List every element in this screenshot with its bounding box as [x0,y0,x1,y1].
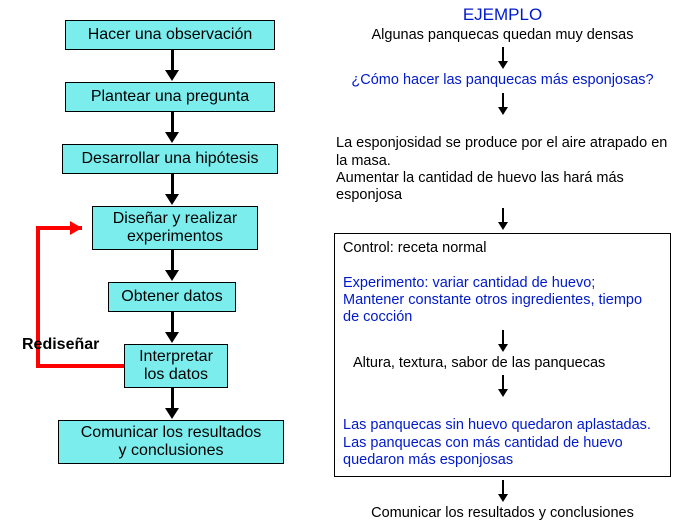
arrow-down-icon [165,250,179,281]
example-seg: Las panquecas sin huevo quedaron aplasta… [343,400,662,470]
flow-node-label: Interpretar los datos [139,348,213,385]
example-line: Algunas panquecas quedan muy densas [336,27,669,44]
arrow-down-icon [496,47,510,69]
arrow-down-icon [165,388,179,419]
flow-node-obtener: Obtener datos [108,282,236,312]
example-seg: Control: receta normal [343,240,662,257]
flow-node-label: Plantear una pregunta [91,88,249,106]
example-title: EJEMPLO [330,5,675,25]
flow-node-interpretar: Interpretar los datos [124,344,228,388]
flow-node-label: Obtener datos [121,288,222,306]
flow-node-label: Diseñar y realizar experimentos [113,210,237,247]
example-right: EJEMPLO Algunas panquecas quedan muy den… [330,5,675,505]
flow-node-pregunta: Plantear una pregunta [65,82,275,112]
arrow-down-icon [496,480,510,502]
flow-node-observacion: Hacer una observación [65,20,275,50]
flow-node-hipotesis: Desarrollar una hipótesis [62,144,278,174]
arrow-down-icon [496,375,510,397]
flow-node-label: Comunicar los resultados y conclusiones [81,424,262,461]
example-line: Comunicar los resultados y conclusiones [336,505,669,522]
flow-node-label: Desarrollar una hipótesis [82,150,259,168]
arrow-down-icon [496,93,510,115]
redesign-label: Rediseñar [22,336,99,354]
arrow-down-icon [165,50,179,81]
arrow-down-icon [496,330,510,352]
flow-node-comunicar: Comunicar los resultados y conclusiones [58,420,284,464]
example-line: La esponjosidad se produce por el aire a… [336,118,669,205]
example-seg: Experimento: variar cantidad de huevo; M… [343,257,662,327]
arrow-down-icon [165,174,179,205]
example-line: ¿Cómo hacer las panquecas más esponjosas… [336,72,669,89]
arrow-down-icon [165,112,179,143]
example-seg: Altura, textura, sabor de las panquecas [343,355,662,372]
flow-node-label: Hacer una observación [88,26,253,44]
example-bordered-box: Control: receta normal Experimento: vari… [334,233,671,477]
flowchart-left: Hacer una observación Plantear una pregu… [10,10,320,500]
flow-node-experimentos: Diseñar y realizar experimentos [92,206,258,250]
arrow-down-icon [496,208,510,230]
arrow-down-icon [165,312,179,343]
